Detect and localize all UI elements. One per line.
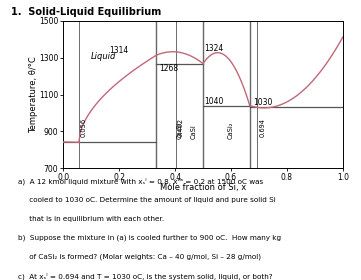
Text: c)  At xₛᴵ = 0.694 and T = 1030 oC, is the system solid, liquid, or both?: c) At xₛᴵ = 0.694 and T = 1030 oC, is th… (18, 273, 273, 280)
Text: 1314: 1314 (110, 46, 129, 55)
Text: 0.402: 0.402 (178, 118, 184, 137)
Text: that is in equilibrium with each other.: that is in equilibrium with each other. (18, 216, 164, 222)
Y-axis label: Temperature, θ/°C: Temperature, θ/°C (29, 56, 38, 133)
Text: 0.694: 0.694 (260, 118, 266, 137)
Text: a)  A 12 kmol liquid mixture with xₛᴵ = 0.8, xᶜᵃ = 0.2 at 1500 oC was: a) A 12 kmol liquid mixture with xₛᴵ = 0… (18, 178, 263, 185)
Text: cooled to 1030 oC. Determine the amount of liquid and pure solid Si: cooled to 1030 oC. Determine the amount … (18, 197, 276, 203)
Text: of CaSi₂ is formed? (Molar weights: Ca – 40 g/mol, Si – 28 g/mol): of CaSi₂ is formed? (Molar weights: Ca –… (18, 254, 261, 260)
X-axis label: Mole fraction of Si, x: Mole fraction of Si, x (160, 183, 246, 192)
Text: CaSi: CaSi (191, 124, 197, 139)
Text: 1040: 1040 (204, 97, 224, 106)
Text: CaSi₂: CaSi₂ (228, 121, 234, 139)
Text: 0.056: 0.056 (81, 118, 87, 137)
Text: Liquid: Liquid (91, 52, 117, 61)
Text: 1268: 1268 (160, 64, 179, 73)
Text: Ca₂Si: Ca₂Si (176, 121, 182, 139)
Text: b)  Suppose the mixture in (a) is cooled further to 900 oC.  How many kg: b) Suppose the mixture in (a) is cooled … (18, 235, 281, 241)
Text: 1.  Solid-Liquid Equilibrium: 1. Solid-Liquid Equilibrium (11, 7, 161, 17)
Text: 1324: 1324 (204, 44, 224, 53)
Text: 1030: 1030 (253, 98, 273, 107)
